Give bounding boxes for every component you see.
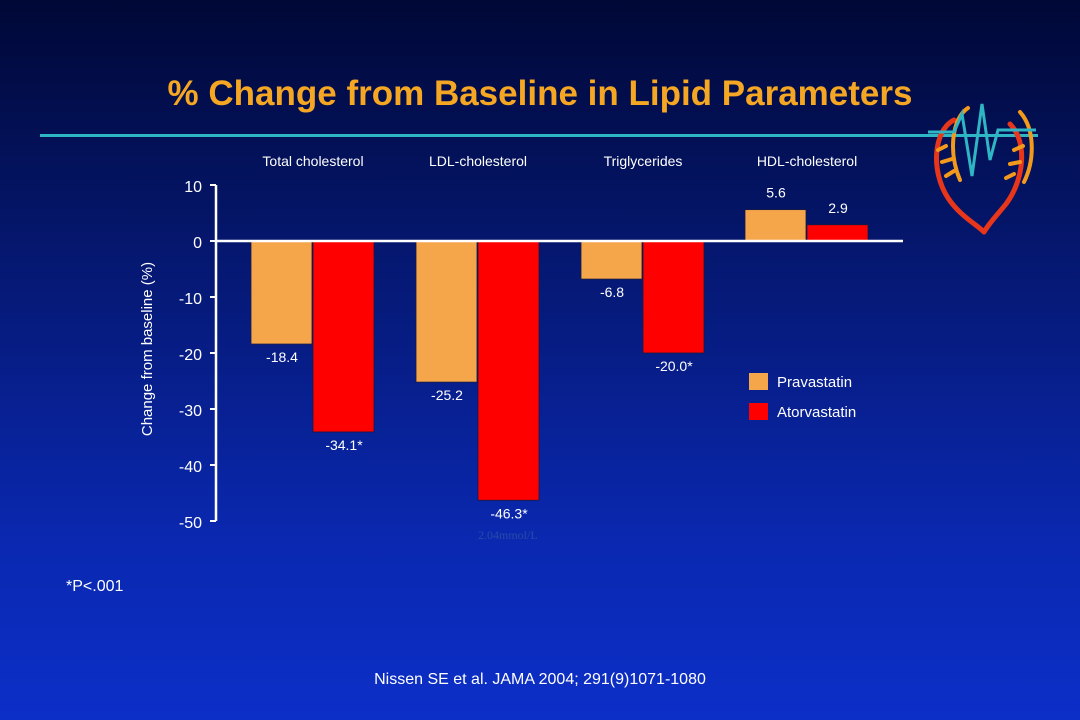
category-label: HDL-cholesterol xyxy=(757,153,857,169)
data-label: -20.0* xyxy=(655,358,693,374)
y-tick-label: -40 xyxy=(179,459,202,476)
y-axis-label: Change from baseline (%) xyxy=(139,262,156,436)
bar-atorvastatin xyxy=(642,240,705,354)
y-tick-label: 0 xyxy=(193,235,202,252)
data-label: 2.9 xyxy=(828,200,848,216)
footnote: *P<.001 xyxy=(66,578,124,595)
category-label: Triglycerides xyxy=(604,153,683,169)
slide-title: % Change from Baseline in Lipid Paramete… xyxy=(167,74,913,113)
data-label: -18.4 xyxy=(266,349,298,365)
heart-logo-icon xyxy=(928,103,1036,235)
bar-pravastatin xyxy=(250,240,313,345)
bar-pravastatin xyxy=(580,240,643,280)
legend-label: Pravastatin xyxy=(777,374,852,391)
y-tick-label: 10 xyxy=(184,179,202,196)
data-label: 5.6 xyxy=(766,185,786,201)
bar-atorvastatin xyxy=(806,224,869,242)
bar-atorvastatin xyxy=(312,240,375,433)
y-tick-label: -50 xyxy=(179,515,202,532)
citation: Nissen SE et al. JAMA 2004; 291(9)1071-1… xyxy=(374,671,706,688)
y-tick-label: -10 xyxy=(179,291,202,308)
data-label: -34.1* xyxy=(325,437,363,453)
watermark-text: 2.04mmol/L xyxy=(478,528,538,542)
legend-swatch xyxy=(749,373,768,390)
data-label: -6.8 xyxy=(600,284,624,300)
bar-atorvastatin xyxy=(477,240,540,501)
data-label: -46.3* xyxy=(490,505,528,521)
legend-label: Atorvastatin xyxy=(777,404,856,421)
bar-pravastatin xyxy=(415,240,478,383)
bar-pravastatin xyxy=(744,209,807,242)
category-label: LDL-cholesterol xyxy=(429,153,527,169)
data-label: -25.2 xyxy=(431,387,463,403)
y-tick-label: -20 xyxy=(179,347,202,364)
legend-swatch xyxy=(749,403,768,420)
y-tick-label: -30 xyxy=(179,403,202,420)
category-label: Total cholesterol xyxy=(262,153,363,169)
title-underline xyxy=(40,134,1038,137)
